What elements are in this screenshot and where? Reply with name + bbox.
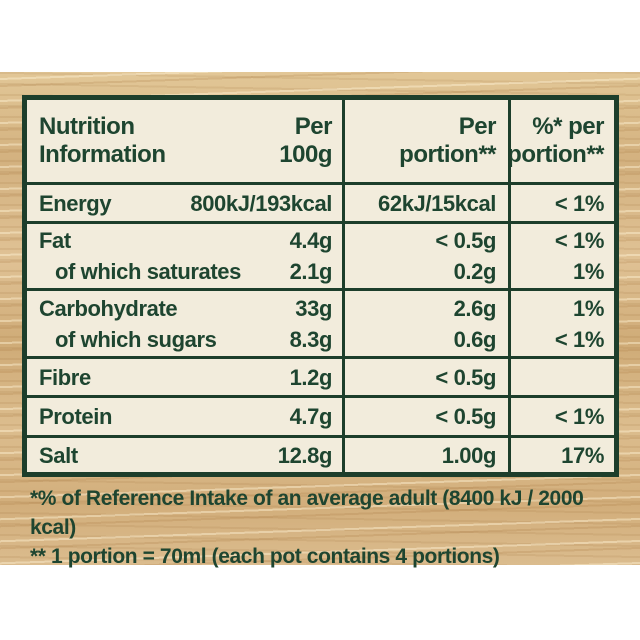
header-per100g-line1: Per: [294, 113, 333, 140]
value-per-100g: 12.8g: [277, 442, 333, 468]
row-label: Salt: [39, 442, 78, 468]
footnote-portion-definition: ** 1 portion = 70ml (each pot contains 4…: [30, 545, 500, 568]
header-title-line1: Nutrition: [39, 113, 135, 140]
table-row-protein: Protein 4.7g < 0.5g < 1%: [27, 395, 614, 435]
value-pct-portion: < 1%: [554, 404, 605, 429]
value-pct-portion: < 1%: [554, 326, 605, 352]
footnotes: *% of Reference Intake of an average adu…: [30, 484, 620, 571]
value-pct-portion: 1%: [573, 295, 604, 321]
value-per-portion: 2.6g: [453, 295, 497, 321]
value-pct-portion: 1%: [573, 259, 604, 284]
value-per-portion: 0.2g: [453, 259, 497, 284]
header-cell-pct-per-portion: %* per portion**: [511, 100, 614, 182]
row-label: Fibre: [39, 364, 91, 390]
value-per-portion: < 0.5g: [435, 404, 496, 429]
table-header-row: Nutrition Information Per 100g Per porti…: [27, 100, 614, 182]
table-row-fibre: Fibre 1.2g < 0.5g: [27, 356, 614, 395]
table-row-fat: Fat 4.4g of which saturates 2.1g < 0.5g …: [27, 221, 614, 288]
row-sublabel: of which saturates: [55, 259, 241, 284]
value-per-100g: 4.7g: [289, 404, 333, 429]
value-per-100g: 8.3g: [289, 326, 333, 352]
header-portion-line1: Per: [458, 113, 497, 140]
value-per-portion: 0.6g: [453, 326, 497, 352]
header-pct-line1: %* per: [532, 113, 604, 140]
value-per-portion: 1.00g: [441, 442, 497, 468]
value-per-100g: 33g: [295, 295, 332, 321]
value-per-100g: 4.4g: [289, 228, 333, 253]
table-row-carbohydrate: Carbohydrate 33g of which sugars 8.3g 2.…: [27, 288, 614, 356]
header-title: Nutrition Information: [39, 113, 166, 169]
row-sublabel: of which sugars: [55, 326, 217, 352]
row-label: Fat: [39, 228, 71, 253]
value-per-portion: 62kJ/15kcal: [378, 190, 496, 216]
value-per-portion: < 0.5g: [435, 228, 496, 253]
header-portion-line2: portion**: [399, 141, 496, 168]
value-per-portion: < 0.5g: [435, 364, 496, 390]
header-per100g-line2: 100g: [279, 141, 332, 168]
value-pct-portion: < 1%: [554, 190, 605, 216]
header-per-100g: Per 100g: [279, 113, 332, 169]
value-per-100g: 2.1g: [289, 259, 333, 284]
value-pct-portion: < 1%: [554, 228, 605, 253]
row-label: Energy: [39, 190, 112, 216]
footnote-reference-intake: *% of Reference Intake of an average adu…: [30, 487, 584, 539]
value-pct-portion: 17%: [561, 442, 604, 468]
header-pct-line2: portion**: [511, 141, 604, 168]
header-cell-nutrition-per100g: Nutrition Information Per 100g: [27, 100, 345, 182]
table-row-salt: Salt 12.8g 1.00g 17%: [27, 435, 614, 472]
header-title-line2: Information: [39, 141, 166, 168]
value-per-100g: 1.2g: [289, 364, 333, 390]
row-label: Protein: [39, 404, 112, 429]
row-label: Carbohydrate: [39, 295, 178, 321]
header-cell-per-portion: Per portion**: [345, 100, 511, 182]
nutrition-information-table: Nutrition Information Per 100g Per porti…: [22, 95, 619, 477]
table-row-energy: Energy 800kJ/193kcal 62kJ/15kcal < 1%: [27, 182, 614, 221]
value-per-100g: 800kJ/193kcal: [190, 190, 332, 216]
